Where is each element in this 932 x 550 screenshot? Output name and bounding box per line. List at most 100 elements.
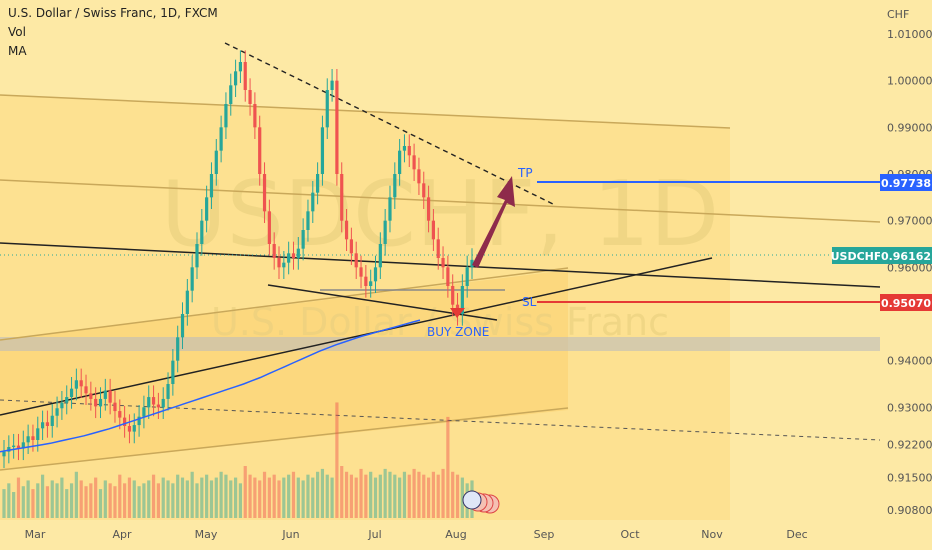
volume-bar xyxy=(373,477,378,518)
candle-body xyxy=(446,267,450,286)
candle-body xyxy=(306,211,310,230)
candle-body xyxy=(436,239,440,258)
candle-body xyxy=(340,174,344,221)
volume-bar xyxy=(2,489,6,518)
time-tick-label: Apr xyxy=(112,528,132,541)
volume-bar xyxy=(200,477,204,518)
candle-body xyxy=(98,398,103,407)
time-tick-label: Oct xyxy=(620,528,640,541)
volume-bar xyxy=(243,466,247,518)
watermark: USDCHF, 1D U.S. Dollar / Swiss Franc xyxy=(161,162,719,344)
volume-bar xyxy=(69,483,74,518)
volume-bar xyxy=(238,483,243,518)
candle-body xyxy=(354,253,358,268)
candle-body xyxy=(21,442,25,449)
time-axis[interactable] xyxy=(0,520,932,550)
volume-bar xyxy=(21,486,25,518)
buy-zone-label: BUY ZONE xyxy=(427,325,489,339)
tp-price-box xyxy=(880,174,932,191)
candle-body xyxy=(344,220,349,240)
time-tick-label: Dec xyxy=(786,528,807,541)
volume-bar xyxy=(354,477,358,518)
volume-bar xyxy=(65,489,69,518)
volume-bar xyxy=(195,483,199,518)
time-tick-label: May xyxy=(195,528,218,541)
indicator-vol[interactable]: Vol xyxy=(8,25,26,39)
volume-bar xyxy=(325,474,329,518)
time-tick-label: Nov xyxy=(701,528,723,541)
volume-bars xyxy=(2,402,474,518)
candle-body xyxy=(147,397,151,408)
candle-body xyxy=(166,384,170,399)
time-tick-label: Jul xyxy=(367,528,381,541)
candle-body xyxy=(229,85,233,104)
candle-body xyxy=(330,80,334,90)
candle-body xyxy=(127,426,132,432)
candle-body xyxy=(291,253,296,258)
volume-bar xyxy=(436,474,440,518)
volume-bar xyxy=(311,477,315,518)
moving-average-line xyxy=(0,319,421,453)
candle-body xyxy=(224,104,228,128)
volume-bar xyxy=(94,477,98,518)
tp-label: TP xyxy=(517,166,533,180)
candle-body xyxy=(7,447,11,452)
candle-body xyxy=(108,390,112,403)
volume-bar xyxy=(12,492,16,518)
volume-bar xyxy=(460,477,464,518)
volume-bar xyxy=(267,477,271,518)
volume-bar xyxy=(233,477,238,518)
candle-body xyxy=(296,248,300,258)
buy-zone-marker xyxy=(450,308,465,318)
volume-bar xyxy=(451,471,455,518)
lower-channel-bottom xyxy=(0,407,569,471)
candle-body xyxy=(364,276,368,286)
volume-bar xyxy=(349,474,353,518)
candle-body xyxy=(402,146,407,151)
volume-bar xyxy=(209,480,214,518)
volume-bar xyxy=(229,480,233,518)
volume-bar xyxy=(55,483,59,518)
candle-body xyxy=(2,451,6,457)
candle-body xyxy=(335,80,339,174)
volume-bar xyxy=(185,480,189,518)
price-tick-label: 0.99000 xyxy=(887,121,932,134)
watermark-symbol: USDCHF, 1D xyxy=(161,162,719,267)
candle-body xyxy=(460,286,464,314)
rising-support-line xyxy=(0,257,713,416)
candle-body xyxy=(320,127,325,174)
price-tick-label: 0.96000 xyxy=(887,261,932,274)
candle-body xyxy=(262,174,267,212)
candle-body xyxy=(349,239,353,254)
candle-body xyxy=(431,220,436,240)
support-zone-band xyxy=(0,337,880,351)
volume-bar xyxy=(407,474,411,518)
candle-body xyxy=(69,388,74,398)
candle-body xyxy=(79,380,83,387)
candle-body xyxy=(373,267,378,282)
candle-body xyxy=(132,425,136,432)
candle-body xyxy=(36,428,40,440)
event-flags[interactable] xyxy=(462,490,500,514)
indicator-ma[interactable]: MA xyxy=(8,44,27,58)
volume-bar xyxy=(378,474,382,518)
candle-body xyxy=(50,415,54,426)
sl-price-text: 0.95070 xyxy=(881,297,931,310)
candle-body xyxy=(253,104,257,128)
price-tick-label: 0.91500 xyxy=(887,471,932,484)
candle-body xyxy=(94,398,98,407)
volume-bar xyxy=(301,480,305,518)
symbol-box xyxy=(832,247,880,264)
volume-bar xyxy=(31,489,35,518)
volume-bar xyxy=(171,483,175,518)
volume-bar xyxy=(79,480,83,518)
volume-bar xyxy=(16,477,21,518)
candle-body xyxy=(40,422,45,429)
candle-body xyxy=(325,90,329,128)
candle-body xyxy=(31,436,35,440)
candle-body xyxy=(378,244,382,268)
candle-body xyxy=(417,169,421,184)
lower-channel-fill xyxy=(0,270,568,470)
volume-bar xyxy=(36,483,40,518)
